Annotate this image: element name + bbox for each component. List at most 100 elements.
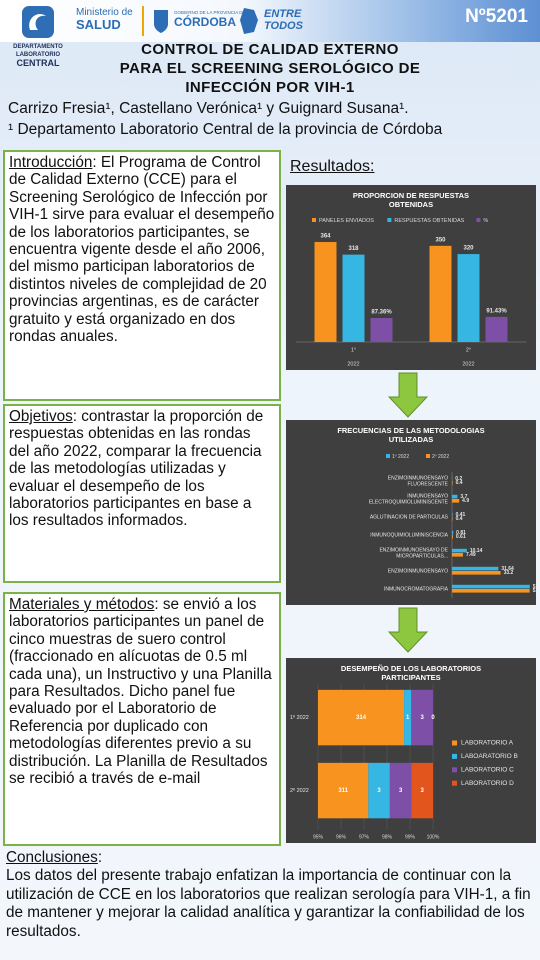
x-tick-sublabel: 2022 (347, 361, 359, 367)
chart-title: PROPORCION DE RESPUESTAS (353, 191, 469, 200)
y-tick-label: ENZIMOINMUNOENSAYO DE (379, 547, 448, 553)
y-tick-label: ENZIMOINMUNOENSAYO (388, 568, 448, 574)
legend-swatch (476, 218, 481, 222)
legend-label: LABORATORIO D (461, 780, 514, 787)
data-label: 0.4 (456, 480, 463, 486)
legend-swatch (312, 218, 316, 222)
introduction-box: Introducción: El Programa de Control de … (3, 150, 281, 401)
x-tick-label: 97% (359, 834, 370, 840)
x-tick-label: 98% (382, 834, 393, 840)
legend-swatch (387, 218, 392, 222)
y-tick-label: MICROPARTICULAS... (396, 553, 448, 559)
authors: Carrizo Fresia¹, Castellano Verónica¹ y … (8, 100, 409, 117)
x-tick-label: 1° (351, 347, 356, 353)
slogan-text: TODOS (264, 20, 304, 32)
legend-swatch (452, 780, 457, 786)
data-label: 314 (356, 715, 367, 721)
title-line: PARA EL SCREENING SEROLÓGICO DE (119, 60, 421, 77)
divider (142, 6, 144, 36)
legend-label: RESPUESTAS OBTENIDAS (394, 218, 464, 224)
header-band (0, 0, 540, 42)
bar-segment (411, 762, 433, 819)
data-label: 3 (399, 788, 403, 794)
province-text: CÓRDOBA (174, 14, 236, 29)
shield (154, 10, 168, 33)
bar (452, 548, 467, 553)
y-tick-label: 1º 2022 (290, 714, 309, 721)
slogan-text: ENTRE (264, 8, 302, 20)
legend-swatch (426, 454, 430, 458)
data-label: 3.7 (460, 494, 467, 500)
chart: FRECUENCIAS DE LAS METODOLOGIASUTILIZADA… (286, 420, 536, 605)
title-line: INFECCIÓN POR VIH-1 (185, 79, 355, 96)
arrow-shape (388, 372, 428, 418)
x-tick-label: 99% (405, 834, 416, 840)
title-line: CONTROL DE CALIDAD EXTERNO (141, 41, 399, 58)
bar (452, 481, 453, 485)
data-label: 53.14 (533, 584, 536, 590)
chart: DESEMPEÑO DE LOS LABORATORIOSPARTICIPANT… (286, 658, 536, 843)
y-tick-label: AGLUTINACION DE PARTICULAS (370, 514, 449, 520)
bar (452, 499, 460, 503)
bar-segment (368, 762, 390, 819)
y-tick-label: ENZIMOINMUNOENSAYO (388, 475, 448, 481)
data-label: 31.64 (501, 566, 514, 572)
x-tick-sublabel: 2022 (462, 361, 474, 367)
data-label: 320 (463, 246, 474, 252)
chart-title: UTILIZADAS (389, 435, 434, 444)
data-label: 3 (421, 788, 425, 794)
arrow (388, 607, 428, 653)
data-label: 91.43% (486, 308, 507, 314)
data-label: 4.9 (462, 498, 469, 504)
bar (452, 512, 453, 517)
data-label: 350 (435, 237, 446, 243)
section-text: : El Programa de Control de Calidad Exte… (9, 154, 275, 346)
bar (314, 241, 337, 342)
section-heading: Conclusiones (6, 849, 98, 866)
legend-label: LABORATORIO C (461, 767, 514, 774)
legend-label: PANELES ENVIADOS (319, 218, 374, 224)
bar-segment (411, 689, 433, 746)
bar (452, 494, 458, 499)
chart-title: FRECUENCIAS DE LAS METODOLOGIAS (337, 426, 484, 435)
bar (452, 571, 501, 575)
province-text: GOBIERNO DE LA PROVINCIA DE (174, 10, 246, 15)
bar (452, 566, 499, 571)
bar-segment (404, 689, 412, 746)
map-shape (240, 8, 258, 34)
colon: : (97, 849, 103, 866)
section-text: : contrastar la proporción de respuestas… (9, 408, 264, 530)
legend-label: % (483, 218, 488, 224)
y-tick-label: INMUNOCROMATOGRAFIA (384, 586, 449, 592)
ministry-text: SALUD (76, 17, 121, 32)
logo-text: CENTRAL (17, 58, 60, 68)
x-tick-label: 2° (466, 347, 471, 353)
legend-swatch (452, 767, 457, 773)
data-label: 318 (348, 246, 359, 252)
data-label: 33.2 (504, 570, 514, 576)
bar (452, 530, 454, 535)
y-tick-label: INMUNOQUIMIOLUMINISCENCIA (370, 532, 448, 538)
bar (342, 254, 365, 342)
y-tick-label: FLUORESCENTE (407, 481, 448, 487)
bar (452, 584, 530, 589)
arrow (388, 372, 428, 418)
data-label: 364 (320, 234, 331, 240)
bar (370, 317, 393, 342)
chart-title: PARTICIPANTES (381, 673, 440, 682)
data-label: 0 (431, 715, 435, 721)
bar-segment (318, 762, 369, 819)
legend-label: 1º 2022 (392, 454, 409, 460)
institution-logos: Ministerio de SALUD GOBIERNO DE LA PROVI… (76, 6, 304, 36)
bar (457, 254, 480, 342)
data-label: 0.41 (456, 512, 466, 518)
data-label: 3 (377, 788, 381, 794)
data-label: 0.2 (455, 476, 462, 482)
data-label: 87.36% (371, 310, 392, 316)
x-tick-label: 95% (313, 834, 324, 840)
legend-swatch (452, 740, 457, 746)
section-heading: Introducción (9, 154, 93, 171)
logo-text: DEPARTAMENTO (13, 44, 63, 50)
